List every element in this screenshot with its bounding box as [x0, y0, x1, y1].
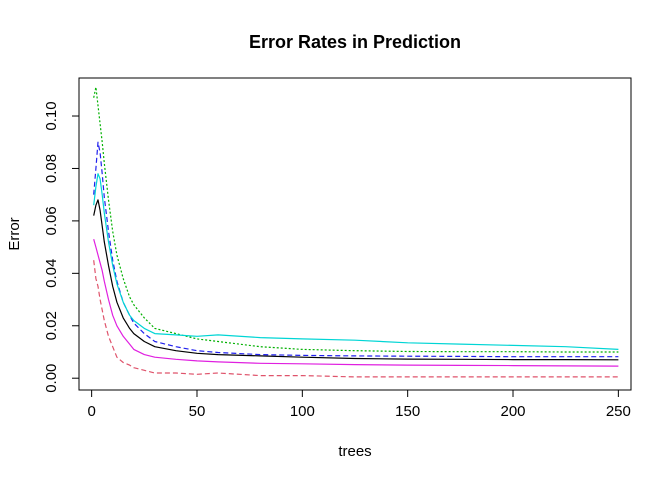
y-tick-label: 0.08 — [43, 154, 60, 183]
y-tick-label: 0.02 — [43, 311, 60, 340]
y-tick-label: 0.10 — [43, 101, 60, 130]
x-tick-label: 100 — [290, 403, 315, 420]
series-line-2 — [93, 260, 619, 378]
x-tick-label: 150 — [395, 403, 420, 420]
x-tick-label: 250 — [606, 403, 631, 420]
series-line-6 — [93, 239, 619, 367]
chart-title: Error Rates in Prediction — [249, 32, 461, 52]
series-line-5 — [93, 173, 619, 350]
y-axis: 0.00 0.02 0.04 0.06 0.08 0.10 — [43, 101, 80, 393]
y-tick-label: 0.06 — [43, 206, 60, 235]
x-axis-label: trees — [338, 443, 371, 460]
series-layer — [93, 86, 619, 378]
x-tick-label: 200 — [500, 403, 525, 420]
x-tick-label: 50 — [189, 403, 206, 420]
y-tick-label: 0.04 — [43, 259, 60, 288]
series-line-3 — [93, 86, 619, 353]
y-tick-label: 0.00 — [43, 364, 60, 393]
x-tick-label: 0 — [87, 403, 95, 420]
y-axis-label: Error — [6, 217, 23, 250]
series-line-1 — [93, 199, 619, 361]
x-axis: 0 50 100 150 200 250 — [87, 389, 631, 420]
series-line-4 — [93, 141, 619, 358]
